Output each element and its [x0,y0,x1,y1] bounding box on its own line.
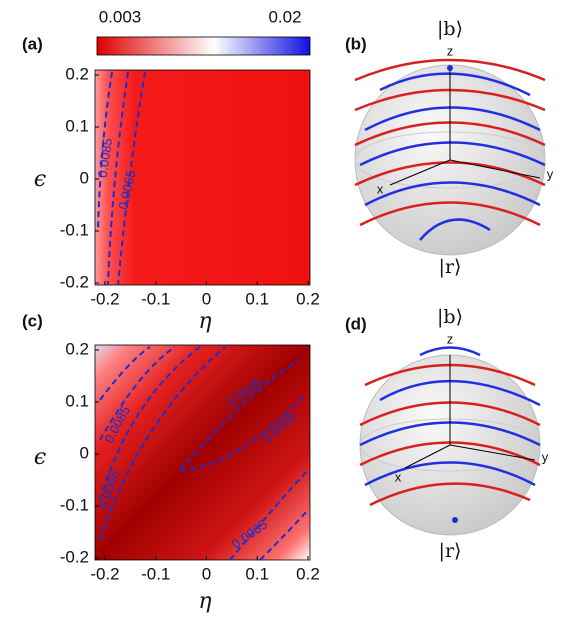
axis-label: x [395,469,402,484]
y-tick-label: 0 [80,168,89,187]
x-tick-label: -0.1 [141,564,170,583]
colorbar-min: 0.003 [99,7,142,26]
x-axis-label: η [198,309,211,334]
y-tick-label: -0.2 [60,272,89,291]
panel-label: (c) [22,311,43,330]
panel-label: (a) [22,34,43,53]
colorbar [96,36,311,56]
contour [97,71,146,286]
x-tick-label: 0 [202,564,211,583]
colorbar-max: 0.02 [268,7,301,26]
y-axis-label: ϵ [34,445,46,470]
axis-label: x [377,181,384,196]
y-axis-label: ϵ [34,167,46,192]
axis-label: z [447,43,454,58]
y-tick-label: 0 [80,443,89,462]
x-tick-label: 0.1 [245,564,269,583]
axis-label: z [447,331,454,346]
y-tick-label: 0.1 [65,391,89,410]
x-tick-label: -0.2 [90,289,119,308]
state-label: |b⟩ [437,306,463,328]
y-tick-label: -0.2 [60,547,89,566]
panel-label: (d) [345,314,367,333]
x-tick-label: 0.2 [296,564,320,583]
y-tick-label: -0.1 [60,220,89,239]
bloch-sphere [359,346,541,536]
axis-label: y [542,449,549,464]
bloch-sphere [354,58,546,256]
state-label: |b⟩ [437,18,463,40]
x-tick-label: -0.1 [141,289,170,308]
y-tick-label: -0.1 [60,495,89,514]
y-tick-label: 0.1 [65,116,89,135]
y-tick-label: 0.2 [65,64,89,83]
x-tick-label: 0 [202,289,211,308]
heatmap [94,344,311,561]
x-tick-label: -0.2 [90,564,119,583]
contour [99,346,309,561]
contour-label: 0.0085 [95,137,115,178]
state-label: |r⟩ [439,540,462,562]
state-label: |r⟩ [439,256,462,278]
heatmap [94,69,311,286]
panel-label: (b) [345,34,367,53]
axis-label: y [547,166,554,181]
y-tick-label: 0.2 [65,339,89,358]
x-tick-label: 0.2 [296,289,320,308]
x-tick-label: 0.1 [245,289,269,308]
x-axis-label: η [198,589,211,614]
